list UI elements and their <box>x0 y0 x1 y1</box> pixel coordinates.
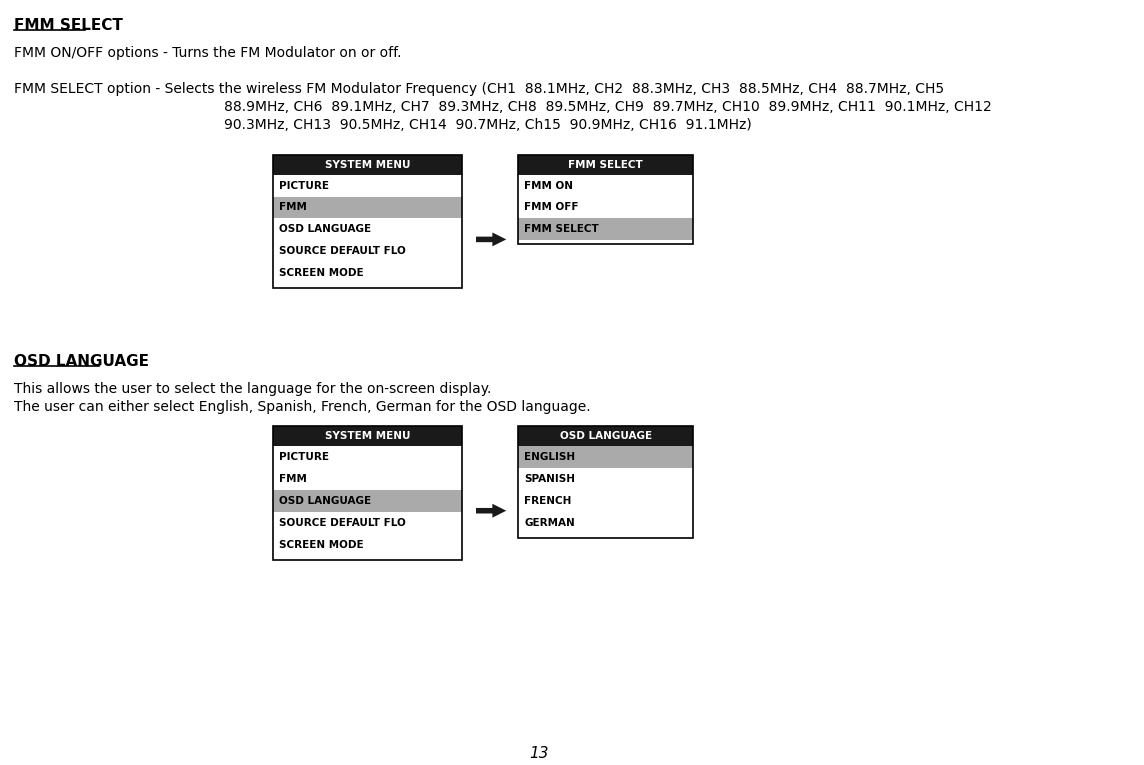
Text: SOURCE DEFAULT FLO: SOURCE DEFAULT FLO <box>279 518 406 528</box>
Text: SYSTEM MENU: SYSTEM MENU <box>325 431 411 441</box>
Text: GERMAN: GERMAN <box>524 518 575 528</box>
Text: FMM ON: FMM ON <box>524 181 573 190</box>
Text: OSD LANGUAGE: OSD LANGUAGE <box>14 354 149 369</box>
Text: PICTURE: PICTURE <box>279 452 329 462</box>
Text: OSD LANGUAGE: OSD LANGUAGE <box>279 224 371 234</box>
Bar <box>518 426 693 538</box>
Text: FMM: FMM <box>279 474 307 483</box>
Text: 13: 13 <box>530 746 549 761</box>
Text: SYSTEM MENU: SYSTEM MENU <box>325 160 411 170</box>
Text: SCREEN MODE: SCREEN MODE <box>279 539 364 549</box>
Bar <box>273 174 462 197</box>
Bar <box>273 534 462 555</box>
Text: FMM SELECT option - Selects the wireless FM Modulator Frequency (CH1  88.1MHz, C: FMM SELECT option - Selects the wireless… <box>14 82 944 96</box>
Text: The user can either select English, Spanish, French, German for the OSD language: The user can either select English, Span… <box>14 400 590 414</box>
Bar <box>273 490 462 512</box>
Text: ENGLISH: ENGLISH <box>524 452 575 462</box>
Text: 88.9MHz, CH6  89.1MHz, CH7  89.3MHz, CH8  89.5MHz, CH9  89.7MHz, CH10  89.9MHz, : 88.9MHz, CH6 89.1MHz, CH7 89.3MHz, CH8 8… <box>224 99 992 114</box>
Text: OSD LANGUAGE: OSD LANGUAGE <box>559 431 652 441</box>
Bar <box>273 155 462 288</box>
Bar <box>273 262 462 285</box>
Bar <box>273 219 462 240</box>
Text: FMM SELECT: FMM SELECT <box>569 160 643 170</box>
Bar <box>273 468 462 490</box>
Bar <box>273 446 462 468</box>
Bar <box>518 155 693 244</box>
Text: FMM ON/OFF options - Turns the FM Modulator on or off.: FMM ON/OFF options - Turns the FM Modula… <box>14 46 402 60</box>
Bar <box>518 219 693 240</box>
Bar <box>518 426 693 446</box>
Bar <box>273 426 462 446</box>
Text: SPANISH: SPANISH <box>524 474 575 483</box>
Bar <box>518 155 693 174</box>
Text: This allows the user to select the language for the on-screen display.: This allows the user to select the langu… <box>14 382 492 396</box>
Text: FMM: FMM <box>279 203 307 213</box>
Bar <box>518 446 693 468</box>
Bar <box>518 174 693 197</box>
Text: FMM OFF: FMM OFF <box>524 203 579 213</box>
Bar <box>273 426 462 560</box>
Bar <box>273 197 462 219</box>
Text: FRENCH: FRENCH <box>524 496 572 506</box>
Text: FMM SELECT: FMM SELECT <box>524 224 598 234</box>
Bar <box>518 197 693 219</box>
Bar <box>518 490 693 512</box>
Text: SCREEN MODE: SCREEN MODE <box>279 269 364 278</box>
Text: 90.3MHz, CH13  90.5MHz, CH14  90.7MHz, Ch15  90.9MHz, CH16  91.1MHz): 90.3MHz, CH13 90.5MHz, CH14 90.7MHz, Ch1… <box>224 118 752 132</box>
Bar <box>273 240 462 262</box>
Text: SOURCE DEFAULT FLO: SOURCE DEFAULT FLO <box>279 246 406 256</box>
Bar <box>273 512 462 534</box>
Bar <box>518 512 693 534</box>
Bar <box>273 155 462 174</box>
Bar <box>518 468 693 490</box>
Text: FMM SELECT: FMM SELECT <box>14 18 124 33</box>
Text: OSD LANGUAGE: OSD LANGUAGE <box>279 496 371 506</box>
Text: PICTURE: PICTURE <box>279 181 329 190</box>
